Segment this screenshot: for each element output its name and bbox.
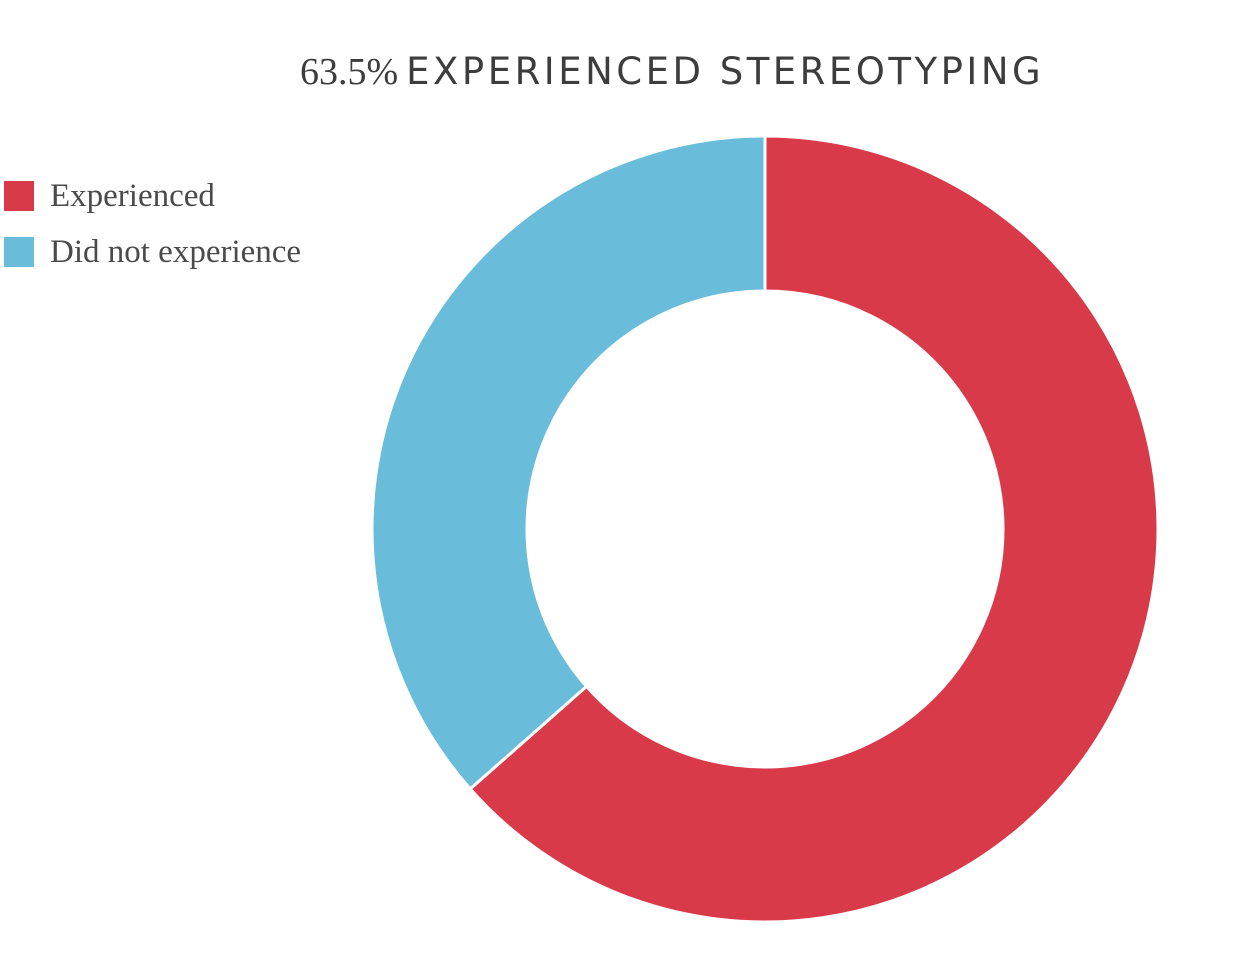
title-percent: 63.5% (300, 51, 399, 93)
legend-label-did-not-experience: Did not experience (50, 233, 302, 270)
legend: Experienced Did not experience (4, 168, 301, 280)
legend-item-experienced[interactable]: Experienced (4, 168, 301, 224)
legend-label-experienced: Experienced (50, 177, 215, 214)
title-text: EXPERIENCED STEREOTYPING (406, 50, 1045, 93)
legend-swatch-did-not-experience (4, 237, 34, 267)
legend-swatch-experienced (4, 181, 34, 211)
donut-slice-experienced[interactable] (468, 134, 1160, 924)
chart-title: 63.5% EXPERIENCED STEREOTYPING (300, 50, 1140, 94)
legend-item-did-not-experience[interactable]: Did not experience (4, 224, 301, 280)
donut-slice-did-not-experience[interactable] (370, 134, 767, 792)
